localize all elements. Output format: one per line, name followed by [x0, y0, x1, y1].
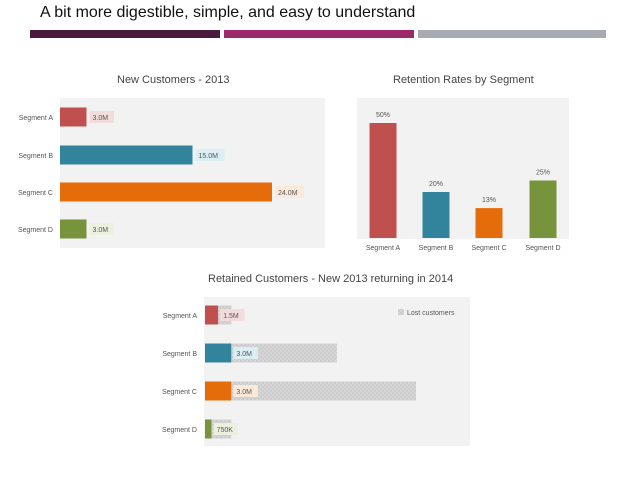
- retained-label-bg-segment-c: [233, 385, 258, 397]
- retained-label-bg-segment-d: [213, 423, 238, 435]
- new-customers-label-segment-b: 15.0M: [199, 153, 219, 160]
- retention-bar-segment-a: [369, 123, 397, 238]
- retained-tick-segment-b: Segment B: [162, 351, 197, 358]
- new-customers-bar-segment-d: [60, 219, 87, 239]
- new-customers-tick-segment-b: Segment B: [18, 153, 53, 160]
- retention-bar-segment-b: [422, 192, 450, 238]
- lost-customers-legend-label: Lost customers: [407, 310, 455, 317]
- retained-label-segment-c: 3.0M: [236, 389, 252, 396]
- retained-label-bg-segment-b: [233, 347, 258, 359]
- retention-label-segment-b: 20%: [429, 181, 443, 188]
- retained-tick-segment-a: Segment A: [163, 313, 198, 320]
- retained-tick-segment-c: Segment C: [162, 389, 197, 396]
- retained-label-segment-a: 1.5M: [223, 313, 239, 320]
- new-customers-bar-segment-a: [60, 107, 87, 127]
- accent-bar-1: [30, 30, 220, 38]
- lost-customers-legend-swatch: [398, 309, 404, 315]
- lost-bar-segment-c: [231, 381, 416, 401]
- retention-chart: 50% Segment A 20% Segment B 13% Segment C 25% S…: [366, 112, 561, 252]
- retained-label-bg-segment-a: [220, 309, 245, 321]
- retention-tick-segment-a: Segment A: [366, 245, 401, 252]
- retained-panel: [204, 297, 470, 446]
- retention-tick-segment-b: Segment B: [419, 245, 454, 252]
- retention-title: Retention Rates by Segment: [393, 74, 534, 86]
- accent-bar-2: [224, 30, 414, 38]
- new-customers-tick-segment-d: Segment D: [18, 227, 53, 234]
- retained-label-segment-d: 750K: [217, 427, 234, 434]
- new-customers-tick-segment-c: Segment C: [18, 190, 53, 197]
- new-customers-label-bg-segment-c: [275, 186, 304, 198]
- retention-label-segment-d: 25%: [536, 170, 550, 177]
- slide-title: A bit more digestible, simple, and easy …: [40, 4, 416, 21]
- new-customers-tick-segment-a: Segment A: [19, 115, 54, 122]
- new-customers-label-segment-d: 3.0M: [93, 227, 109, 234]
- retention-bar-segment-c: [475, 208, 503, 238]
- retained-legend: Lost customers: [398, 309, 455, 317]
- new-customers-label-segment-a: 3.0M: [93, 115, 109, 122]
- new-customers-bar-segment-c: [60, 182, 272, 202]
- retention-tick-segment-d: Segment D: [525, 245, 560, 252]
- retained-chart: Segment A 1.5M Segment B 3.0M Segment C 3.0M S…: [162, 305, 416, 439]
- new-customers-chart: Segment A 3.0M Segment B 15.0M Segment C 24.0…: [18, 107, 304, 239]
- new-customers-label-bg-segment-b: [195, 149, 225, 161]
- retained-bar-segment-d: [205, 419, 212, 439]
- new-customers-label-bg-segment-d: [89, 223, 114, 235]
- retained-title: Retained Customers - New 2013 returning …: [208, 273, 454, 285]
- retention-tick-segment-c: Segment C: [471, 245, 506, 252]
- retained-bar-segment-b: [205, 343, 232, 363]
- new-customers-label-segment-c: 24.0M: [278, 190, 298, 197]
- retained-label-segment-b: 3.0M: [236, 351, 252, 358]
- retained-bar-segment-a: [205, 305, 219, 325]
- new-customers-bar-segment-b: [60, 145, 193, 165]
- retention-label-segment-c: 13%: [482, 197, 496, 204]
- new-customers-title: New Customers - 2013: [117, 74, 230, 86]
- retention-bar-segment-d: [529, 180, 557, 238]
- new-customers-label-bg-segment-a: [89, 111, 114, 123]
- retained-tick-segment-d: Segment D: [162, 427, 197, 434]
- retention-label-segment-a: 50%: [376, 112, 390, 119]
- accent-bar-3: [418, 30, 606, 38]
- retained-bar-segment-c: [205, 381, 232, 401]
